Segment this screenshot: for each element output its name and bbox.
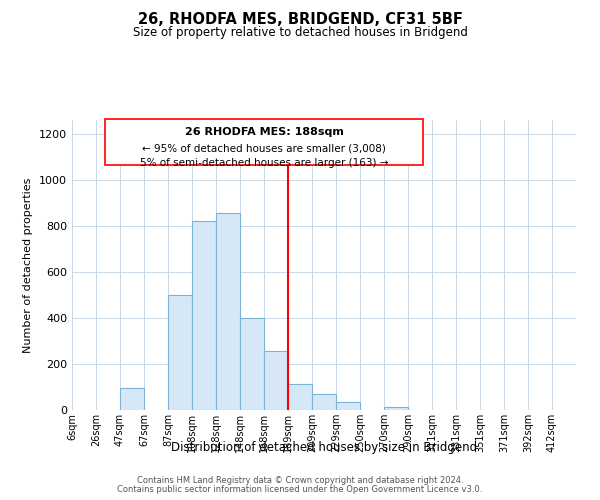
Y-axis label: Number of detached properties: Number of detached properties <box>23 178 34 352</box>
Bar <box>384 406 408 410</box>
Bar <box>312 394 336 410</box>
Bar <box>264 352 288 410</box>
Text: 26, RHODFA MES, BRIDGEND, CF31 5BF: 26, RHODFA MES, BRIDGEND, CF31 5BF <box>137 12 463 28</box>
Text: Contains public sector information licensed under the Open Government Licence v3: Contains public sector information licen… <box>118 485 482 494</box>
Text: 26 RHODFA MES: 188sqm: 26 RHODFA MES: 188sqm <box>185 127 343 137</box>
Text: Contains HM Land Registry data © Crown copyright and database right 2024.: Contains HM Land Registry data © Crown c… <box>137 476 463 485</box>
Bar <box>336 402 360 410</box>
Bar <box>192 222 216 410</box>
Bar <box>120 388 144 410</box>
Text: ← 95% of detached houses are smaller (3,008): ← 95% of detached houses are smaller (3,… <box>142 143 386 153</box>
Bar <box>240 318 264 410</box>
Bar <box>168 295 192 410</box>
Text: Distribution of detached houses by size in Bridgend: Distribution of detached houses by size … <box>171 441 477 454</box>
Text: 5% of semi-detached houses are larger (163) →: 5% of semi-detached houses are larger (1… <box>140 158 388 168</box>
Text: Size of property relative to detached houses in Bridgend: Size of property relative to detached ho… <box>133 26 467 39</box>
Bar <box>288 384 312 410</box>
Bar <box>216 213 240 410</box>
